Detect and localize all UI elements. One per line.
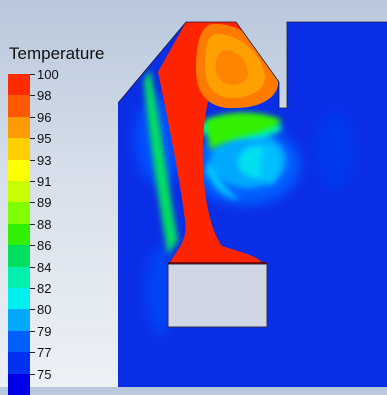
legend-swatch <box>8 352 30 374</box>
legend-swatch <box>8 138 30 160</box>
legend-tick-mark <box>30 159 35 161</box>
hot-plume <box>158 22 262 263</box>
legend-tick-label: 89 <box>37 195 52 211</box>
temperature-contour-field <box>118 22 387 387</box>
legend-tick-mark <box>30 373 35 375</box>
legend-swatch <box>8 202 30 224</box>
legend-tick-label: 82 <box>37 281 52 296</box>
legend-tick-mark <box>30 309 35 311</box>
temperature-legend: Temperature 100 98 96 95 93 91 89 88 86 84 82 80 79 7… <box>8 44 118 395</box>
hot-pocket <box>196 23 279 109</box>
legend-tick-label: 79 <box>37 323 52 339</box>
legend-tick-label: 96 <box>37 109 52 125</box>
simulation-viewport <box>117 21 387 387</box>
legend-swatch <box>8 181 30 203</box>
domain-outline <box>117 21 387 109</box>
legend-tick-mark <box>30 245 35 247</box>
legend-tick-mark <box>30 95 35 97</box>
legend-tick-mark <box>30 202 35 204</box>
legend-tick-label: 95 <box>37 131 52 147</box>
legend-swatch <box>8 95 30 117</box>
legend-tick-mark <box>30 181 35 182</box>
legend-tick-mark <box>30 288 35 289</box>
legend-tick-label: 86 <box>37 238 52 254</box>
legend-tick-label: 77 <box>37 345 52 361</box>
legend-swatch <box>8 74 30 96</box>
legend-swatch <box>8 309 30 331</box>
legend-swatch <box>8 245 30 267</box>
legend-tick-mark <box>30 74 35 75</box>
legend-swatch <box>8 159 30 181</box>
legend-tick-mark <box>30 352 35 354</box>
legend-tick-mark <box>30 330 35 332</box>
legend-tick-label: 100 <box>37 67 59 82</box>
legend-swatch <box>8 266 30 288</box>
legend-title: Temperature <box>9 44 105 63</box>
legend-tick-label: 84 <box>37 259 52 275</box>
legend-tick-label: 80 <box>37 302 52 318</box>
legend-tick-label: 75 <box>37 366 52 382</box>
legend-swatch <box>8 373 30 395</box>
legend-tick-label: 93 <box>37 152 52 168</box>
legend-tick-mark <box>30 223 35 225</box>
legend-swatch <box>8 330 30 353</box>
solid-block <box>167 263 268 328</box>
legend-tick-mark <box>30 138 35 140</box>
legend-swatch <box>8 288 30 310</box>
legend-tick-label: 91 <box>37 174 52 189</box>
legend-tick-mark <box>30 266 35 268</box>
legend-tick-mark <box>30 116 35 118</box>
legend-swatch <box>8 223 30 246</box>
legend-tick-label: 88 <box>37 216 52 232</box>
legend-tick-label: 98 <box>37 88 52 104</box>
legend-swatch <box>8 116 30 139</box>
